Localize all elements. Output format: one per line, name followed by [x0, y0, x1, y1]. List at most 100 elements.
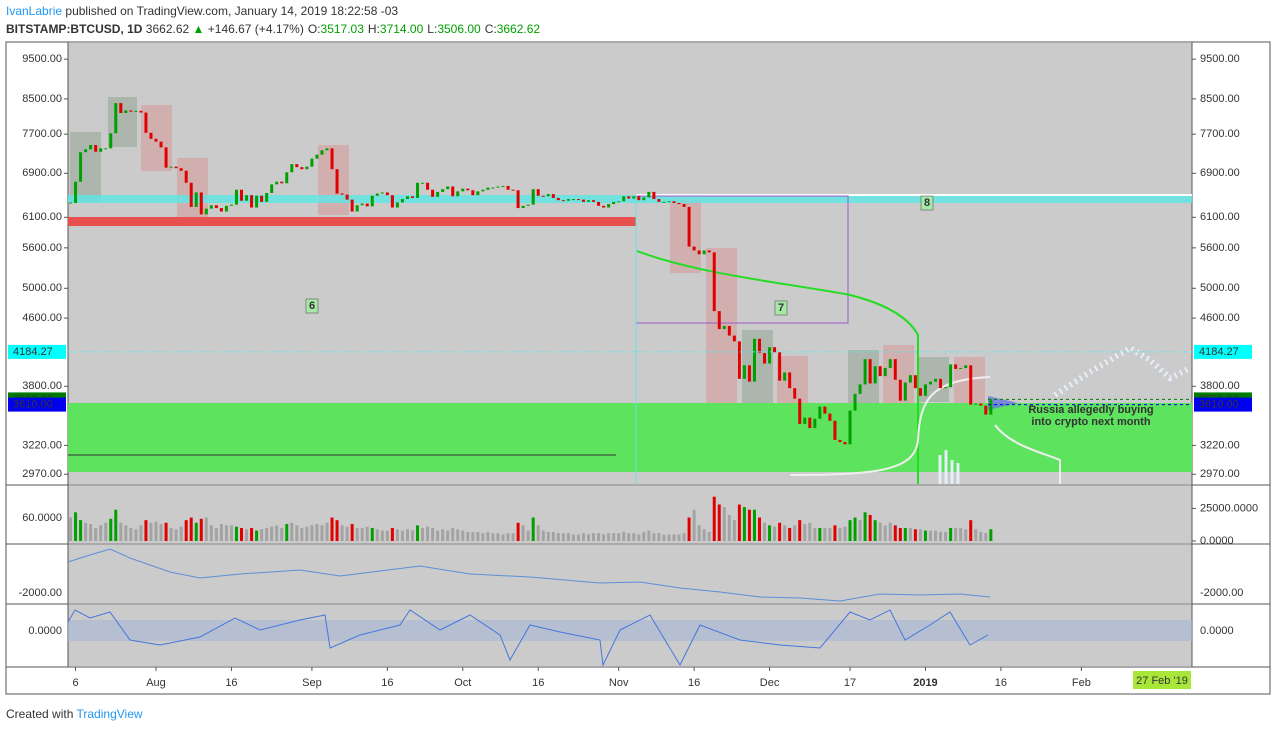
- volume-bar: [451, 527, 455, 541]
- price-label: 4184.27: [13, 346, 53, 358]
- candle: [174, 166, 178, 169]
- volume-bar: [793, 525, 797, 541]
- demand-zone: [68, 403, 1192, 472]
- candle: [375, 193, 379, 196]
- volume-bar: [315, 524, 319, 541]
- candle: [752, 338, 756, 382]
- candle: [265, 192, 269, 202]
- volume-bar: [280, 527, 284, 541]
- candle: [416, 182, 420, 198]
- y-tick-label: 6100.00: [1200, 211, 1240, 223]
- candle: [270, 184, 274, 193]
- volume-bar: [828, 527, 832, 541]
- volume-bar: [717, 504, 721, 541]
- candle: [893, 359, 897, 380]
- volume-left-label: 60.0000: [22, 512, 62, 524]
- support-band: [68, 217, 636, 226]
- x-tick-label: 6: [72, 677, 78, 689]
- y-tick-label: 3220.00: [22, 439, 62, 451]
- candle: [632, 196, 636, 199]
- y-tick-label: 3800.00: [22, 380, 62, 392]
- y-tick-label: 7700.00: [1200, 128, 1240, 140]
- candle: [164, 147, 168, 168]
- volume-bar: [707, 531, 711, 541]
- box: [108, 97, 137, 147]
- volume-bar: [566, 533, 570, 541]
- volume-bar: [325, 522, 329, 541]
- volume-bar: [667, 534, 671, 541]
- volume-bar: [139, 525, 143, 541]
- volume-bar: [436, 530, 440, 541]
- volume-bar: [778, 522, 782, 541]
- volume-bar: [426, 526, 430, 541]
- candle: [169, 166, 173, 168]
- volume-bar: [275, 525, 279, 541]
- volume-bar: [888, 522, 892, 541]
- candle: [300, 167, 304, 170]
- candle: [320, 150, 324, 155]
- y-tick-label: 6100.00: [22, 211, 62, 223]
- candle: [441, 189, 445, 192]
- volume-bar: [129, 527, 133, 541]
- candle: [526, 204, 530, 206]
- volume-bar: [803, 524, 807, 541]
- candle: [250, 195, 254, 208]
- candle: [290, 164, 294, 173]
- volume-bar: [134, 529, 138, 541]
- candle: [380, 192, 384, 194]
- volume-bar: [602, 534, 606, 541]
- volume-bar: [184, 520, 188, 541]
- candle: [275, 181, 279, 185]
- volume-bar: [883, 525, 887, 541]
- curve: [994, 424, 1061, 484]
- volume-bar: [727, 514, 731, 541]
- y-tick-label: 3220.00: [1200, 439, 1240, 451]
- projection: [938, 450, 960, 484]
- ohlc-value: 3517.03: [321, 22, 365, 36]
- candle: [451, 186, 455, 197]
- candle: [612, 201, 616, 205]
- candle: [647, 191, 651, 198]
- volume-bar: [984, 533, 988, 541]
- candle: [687, 206, 691, 247]
- volume-bar: [330, 517, 334, 541]
- volume-bar: [818, 527, 822, 541]
- volume-bar: [441, 529, 445, 541]
- volume-bar: [340, 525, 344, 541]
- box: [918, 357, 949, 402]
- candle: [607, 204, 611, 208]
- candle: [798, 398, 802, 424]
- volume-bar: [74, 512, 78, 541]
- volume-bar: [893, 525, 897, 541]
- candle: [637, 196, 641, 201]
- candle: [788, 372, 792, 389]
- candle: [566, 199, 570, 201]
- footer: Created with TradingView: [6, 707, 143, 721]
- volume-bar: [898, 527, 902, 541]
- volume-bar: [642, 531, 646, 541]
- footer-brand[interactable]: TradingView: [77, 707, 143, 721]
- candle: [732, 335, 736, 342]
- volume-bar: [913, 529, 917, 541]
- candle: [918, 388, 922, 396]
- x-tick-label: 16: [532, 677, 544, 689]
- volume-bar: [692, 509, 696, 541]
- candle: [521, 205, 525, 209]
- candle: [546, 194, 550, 197]
- volume-bar: [617, 533, 621, 541]
- volume-bar: [431, 527, 435, 541]
- volume-bar: [229, 525, 233, 541]
- candle: [436, 191, 440, 197]
- candle: [984, 405, 988, 415]
- x-tick-label: Nov: [609, 677, 629, 689]
- candle: [355, 205, 359, 212]
- price-label-box: [1194, 344, 1252, 359]
- volume-bar: [295, 525, 299, 541]
- volume-tick-label: 25000.0000: [1200, 502, 1258, 514]
- volume-bar: [501, 534, 505, 541]
- candle: [446, 186, 450, 190]
- candle: [94, 144, 98, 152]
- author[interactable]: IvanLabrie: [6, 4, 62, 18]
- volume-bar: [853, 517, 857, 541]
